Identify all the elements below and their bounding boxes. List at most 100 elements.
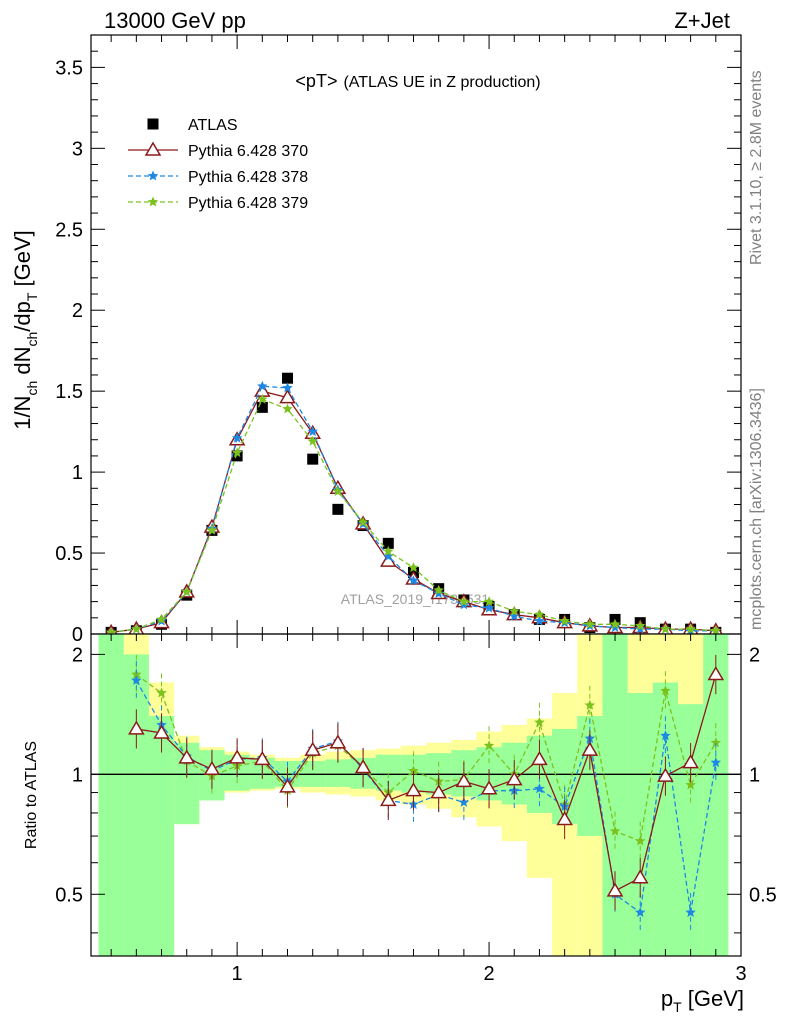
data-point	[181, 586, 192, 597]
ratio-plot: 0.5 0.5 1 1 2 2 1 2 3	[55, 633, 777, 985]
data-point	[559, 615, 570, 626]
y-tick-label: 2	[72, 300, 83, 322]
data-point	[231, 447, 243, 458]
ratio-series-pythia-6-428-370	[128, 654, 725, 911]
x-tick-label: 3	[735, 963, 746, 985]
data-point	[710, 625, 721, 636]
y-tick-label: 0.5	[55, 543, 83, 565]
data-point	[382, 537, 394, 549]
data-point	[509, 605, 520, 616]
plot-title-main: <pT>	[295, 71, 337, 91]
ratio-point	[455, 772, 473, 788]
ratio-y-tick-label-left: 0.5	[55, 884, 83, 906]
ratio-y-tick-label-right: 1	[749, 764, 760, 786]
data-point	[206, 524, 218, 535]
ratio-point	[203, 760, 221, 775]
ratio-point	[584, 699, 596, 710]
main-plot: 0 0.5 1 1.5 2 2.5 3 3.5 ATLAS_2019_I1736531	[55, 34, 742, 646]
ratio-point	[153, 724, 170, 739]
ratio-point	[635, 907, 646, 917]
data-point	[357, 516, 369, 527]
ratio-point	[685, 779, 696, 790]
ratio-point	[480, 780, 498, 795]
ratio-point	[178, 749, 196, 764]
legend-marker	[147, 118, 159, 130]
legend-marker	[144, 141, 162, 156]
ratio-point	[660, 685, 671, 696]
data-point	[534, 615, 545, 626]
legend-label: ATLAS	[188, 117, 238, 134]
ratio-point	[458, 797, 470, 807]
y-tick-label: 3	[72, 138, 83, 160]
ratio-point	[660, 730, 671, 741]
data-point	[609, 622, 621, 632]
legend-marker	[147, 170, 159, 181]
data-point	[584, 618, 596, 629]
data-point	[483, 602, 495, 613]
ratio-point	[635, 835, 646, 846]
ratio-point	[430, 784, 447, 799]
data-point	[383, 550, 394, 561]
x-tick-label: 1	[232, 963, 243, 985]
ratio-point	[531, 750, 548, 766]
process-label: Z+Jet	[674, 8, 730, 33]
ratio-point	[710, 757, 721, 768]
data-point	[257, 393, 268, 404]
data-point	[156, 613, 167, 624]
plot-title: <pT> (ATLAS UE in Z production)	[295, 71, 540, 91]
plot-title-sub: (ATLAS UE in Z production)	[343, 74, 540, 91]
data-point	[685, 623, 696, 634]
ratio-point	[483, 740, 495, 751]
data-point	[131, 623, 142, 634]
data-point	[609, 618, 621, 629]
data-point	[282, 372, 294, 384]
data-point	[509, 610, 520, 621]
main-y-axis-label: 1/Nch dNch/dpT [GeV]	[10, 230, 40, 430]
ratio-y-tick-label-left: 1	[72, 764, 83, 786]
data-point	[433, 584, 444, 595]
data-point	[257, 380, 268, 391]
data-point	[282, 403, 293, 414]
legend-marker	[147, 196, 159, 207]
ratio-point	[707, 666, 725, 681]
ratio-y-tick-label-left: 2	[72, 644, 83, 666]
ratio-y-tick-label-right: 2	[749, 644, 760, 666]
data-point	[458, 599, 470, 610]
data-point	[534, 609, 545, 619]
data-point	[231, 450, 243, 462]
legend-entry: Pythia 6.428 379	[128, 195, 308, 212]
data-point	[408, 575, 419, 585]
data-point	[635, 623, 646, 634]
energy-label: 13000 GeV pp	[104, 8, 246, 33]
band-inner	[325, 759, 351, 787]
data-point	[635, 620, 646, 631]
ratio-point	[279, 778, 296, 793]
ratio-frame	[90, 633, 742, 957]
ratio-point	[354, 759, 372, 774]
ratio-point	[609, 825, 621, 836]
ratio-point	[556, 811, 573, 826]
data-point	[483, 596, 495, 607]
band-inner	[652, 682, 679, 956]
mcplots-label: mcplots.cern.ch [arXiv:1306.3436]	[748, 388, 765, 630]
ratio-point	[682, 754, 699, 769]
data-point	[408, 562, 419, 573]
ratio-point	[131, 675, 142, 685]
ratio-point	[128, 720, 145, 735]
data-point	[231, 432, 243, 443]
ratio-point	[329, 734, 347, 749]
data-point	[433, 588, 444, 598]
ratio-line	[135, 680, 717, 914]
y-tick-label: 3.5	[55, 57, 83, 79]
band-inner	[123, 654, 149, 956]
ratio-point	[534, 716, 545, 727]
ratio-point	[408, 765, 419, 776]
legend-entry: ATLAS	[147, 117, 238, 134]
legend-entry: Pythia 6.428 378	[128, 169, 308, 186]
ratio-point	[379, 791, 397, 807]
data-point	[332, 486, 344, 496]
uncertainty-bands	[98, 634, 729, 956]
data-point	[383, 545, 394, 556]
data-point	[282, 382, 293, 393]
